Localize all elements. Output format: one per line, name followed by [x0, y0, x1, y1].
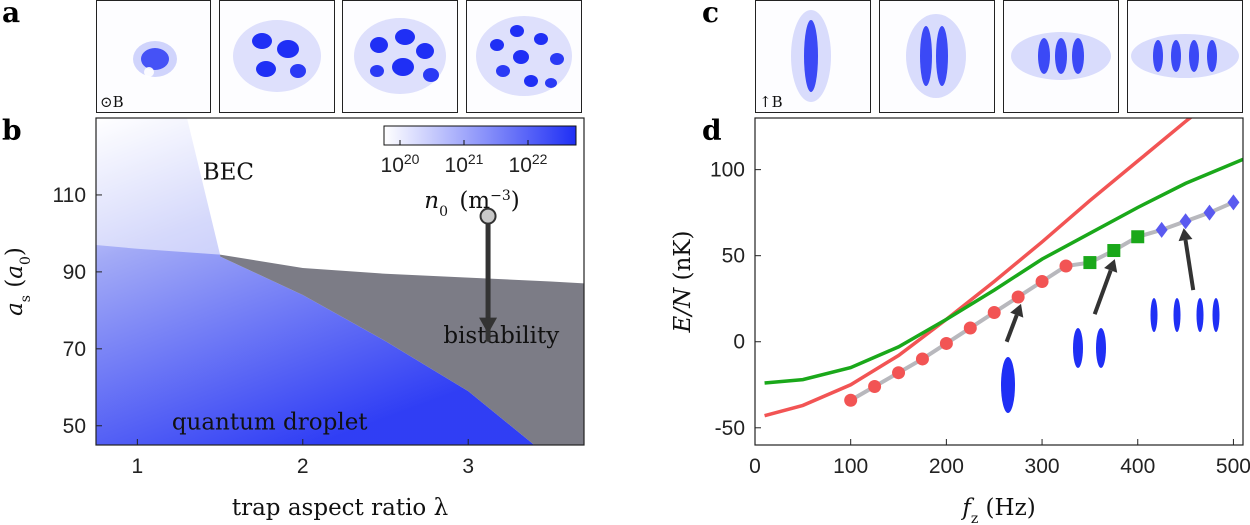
region-label-bec: BEC	[203, 160, 254, 186]
circle-marker	[844, 393, 858, 407]
y-tick-label: 0	[733, 331, 745, 354]
state-arrowhead	[1010, 303, 1024, 318]
region-label-bistability: bistability	[443, 323, 559, 349]
x-tick-label: 400	[1120, 455, 1155, 478]
state-arrowhead	[1178, 228, 1193, 242]
y-tick-label: 110	[53, 184, 86, 207]
y-tick-label: 70	[63, 338, 86, 361]
diamond-marker	[1227, 194, 1240, 211]
panel-letter-d: d	[702, 114, 722, 147]
single-droplet-image	[791, 10, 831, 102]
red-curve	[764, 118, 1193, 418]
thumb-c1: ↑B	[755, 0, 871, 113]
thumb-c3	[1003, 0, 1119, 113]
circle-marker	[1035, 275, 1049, 288]
colorbar	[383, 125, 577, 146]
droplet-pattern-image	[476, 16, 572, 96]
initial-state-marker	[479, 207, 497, 225]
thumb-a4	[466, 0, 582, 113]
square-marker	[1107, 244, 1121, 258]
schematic-two-droplets	[1073, 328, 1083, 368]
y-axis-label: as (a0)	[2, 247, 34, 316]
circle-marker	[892, 366, 906, 380]
y-tick-label: 50	[63, 415, 86, 438]
circle-marker	[1059, 259, 1073, 273]
droplet-image	[133, 41, 177, 77]
bistability-region	[220, 254, 584, 445]
schematic-one-droplet	[1001, 357, 1015, 413]
square-marker	[1083, 256, 1097, 270]
y-tick-label: 50	[722, 245, 745, 268]
panel-letter-c: c	[702, 0, 719, 29]
y-tick-label: -50	[715, 417, 745, 440]
y-tick-label: 100	[710, 159, 745, 182]
diamond-marker	[1155, 221, 1168, 238]
panel-letter-b: b	[2, 114, 22, 147]
x-tick-label: 100	[833, 455, 868, 478]
field-direction-label: ⊙B	[100, 93, 124, 111]
schematic-two-droplets	[1096, 328, 1106, 368]
double-droplet-image	[906, 14, 966, 98]
state-arrowhead	[1104, 259, 1118, 273]
quad-droplet-image	[1131, 34, 1239, 78]
triple-droplet-image	[1011, 32, 1111, 80]
schematic-three-droplets	[1196, 298, 1204, 332]
circle-marker	[939, 336, 953, 350]
x-tick-label: 0	[749, 455, 761, 478]
region-label-droplet: quantum droplet	[172, 410, 368, 436]
y-tick-label: 90	[63, 261, 86, 284]
diamond-marker	[1203, 204, 1216, 221]
x-tick-label: 2	[297, 455, 309, 478]
thumb-a2	[219, 0, 335, 113]
green-curve	[764, 157, 1243, 385]
circle-marker	[963, 321, 977, 335]
colorbar-label: n0 (m−3)	[424, 188, 519, 220]
plot-frame	[95, 117, 585, 446]
state-arrow	[1092, 269, 1113, 315]
schematic-three-droplets	[1150, 298, 1158, 332]
droplet-pattern-image	[233, 20, 321, 92]
quench-arrowhead	[479, 317, 498, 334]
thumb-c4	[1127, 0, 1243, 113]
colorbar-tick-label: 1021	[445, 151, 484, 177]
thumb-c2	[879, 0, 995, 113]
colorbar-tick-label: 1022	[509, 151, 548, 177]
plot-frame	[754, 117, 1244, 446]
x-tick-label: 200	[929, 455, 964, 478]
panel-letter-a: a	[2, 0, 20, 29]
x-axis-label: trap aspect ratio λ	[232, 495, 448, 521]
colorbar-tick-label: 1020	[381, 151, 420, 177]
schematic-three-droplets	[1173, 298, 1181, 332]
bec-region	[96, 118, 584, 284]
schematic-three-droplets	[1212, 298, 1220, 332]
y-axis-label: E/N (nK)	[670, 231, 696, 334]
thumb-a3	[342, 0, 458, 113]
diamond-marker	[1179, 213, 1192, 230]
droplet-pattern-image	[354, 18, 446, 94]
phase-diagram: BEC bistability quantum droplet 1020 1021 102…	[2, 117, 585, 521]
x-tick-label: 500	[1216, 455, 1250, 478]
thumb-a1: ⊙B	[96, 0, 211, 113]
field-direction-label: ↑B	[759, 93, 783, 111]
circle-marker	[987, 305, 1001, 319]
circle-marker	[868, 379, 882, 393]
x-tick-label: 300	[1025, 455, 1060, 478]
x-tick-label: 3	[462, 455, 474, 478]
x-axis-label: fz (Hz)	[960, 495, 1035, 525]
state-arrow	[1004, 314, 1019, 343]
x-tick-label: 1	[132, 455, 144, 478]
state-arrow	[1183, 239, 1196, 291]
circle-marker	[1011, 290, 1025, 304]
circle-marker	[915, 352, 929, 366]
square-marker	[1131, 230, 1145, 244]
